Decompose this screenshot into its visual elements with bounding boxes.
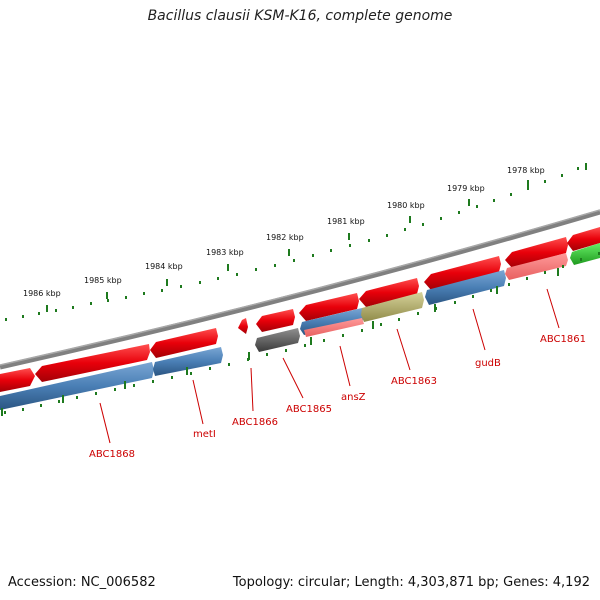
reverse-strand-genes: [0, 243, 600, 410]
gene-feature[interactable]: [361, 292, 424, 322]
gene-label-ansz[interactable]: ansZ: [341, 392, 366, 403]
gene-feature[interactable]: [256, 309, 295, 332]
outer-scale-track: [5, 163, 587, 321]
gene-label-abc1868[interactable]: ABC1868: [89, 449, 135, 460]
genome-backbone: [0, 209, 600, 370]
tick-label-1981: 1981 kbp: [327, 217, 365, 226]
gene-feature[interactable]: [299, 293, 359, 321]
gene-feature[interactable]: [505, 237, 568, 268]
gene-feature[interactable]: [0, 362, 154, 410]
gene-feature[interactable]: [35, 344, 150, 382]
genome-summary-text: Topology: circular; Length: 4,303,871 bp…: [232, 575, 590, 590]
tick-label-1978: 1978 kbp: [507, 166, 545, 175]
gene-feature[interactable]: [255, 328, 300, 352]
gene-label-abc1866[interactable]: ABC1866: [232, 417, 278, 428]
gene-feature[interactable]: [425, 270, 506, 305]
gene-label-abc1861[interactable]: ABC1861: [540, 334, 586, 345]
tick-label-1979: 1979 kbp: [447, 184, 485, 193]
gene-label-abc1865[interactable]: ABC1865: [286, 404, 332, 415]
map-title: Bacillus clausii KSM-K16, complete genom…: [147, 8, 453, 24]
forward-strand-genes: [0, 227, 600, 392]
gene-feature[interactable]: [505, 253, 568, 280]
gene-feature[interactable]: [359, 278, 419, 307]
gene-feature[interactable]: [0, 368, 35, 392]
gene-label-meti[interactable]: metI: [193, 429, 216, 440]
gene-feature[interactable]: [424, 256, 501, 290]
gene-label-leaders: [99, 288, 560, 444]
gene-feature[interactable]: [570, 243, 600, 265]
gene-label-abc1863[interactable]: ABC1863: [391, 376, 437, 387]
gene-feature[interactable]: [150, 328, 218, 358]
gene-feature[interactable]: [153, 347, 223, 376]
gene-feature[interactable]: [304, 318, 364, 337]
gene-feature[interactable]: [567, 227, 600, 251]
accession-text: Accession: NC_006582: [8, 575, 156, 590]
tick-label-1985: 1985 kbp: [84, 276, 122, 285]
tick-label-1983: 1983 kbp: [206, 248, 244, 257]
gene-feature[interactable]: [238, 318, 248, 334]
inner-scale-track: [1, 252, 600, 416]
tick-label-1986: 1986 kbp: [23, 289, 61, 298]
tick-label-1984: 1984 kbp: [145, 262, 183, 271]
gene-label-gudb[interactable]: gudB: [475, 358, 501, 369]
tick-label-1982: 1982 kbp: [266, 233, 304, 242]
tick-label-1980: 1980 kbp: [387, 201, 425, 210]
